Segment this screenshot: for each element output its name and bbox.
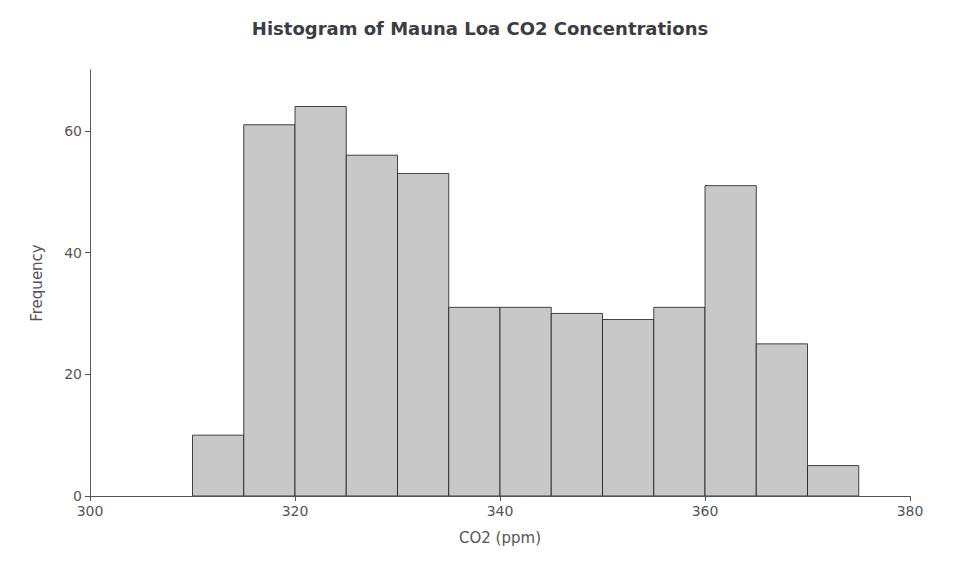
- svg-text:Frequency: Frequency: [28, 244, 46, 322]
- svg-text:380: 380: [897, 503, 924, 519]
- svg-text:340: 340: [487, 503, 514, 519]
- svg-text:Histogram of Mauna Loa CO2 Con: Histogram of Mauna Loa CO2 Concentration…: [252, 18, 708, 39]
- svg-text:60: 60: [64, 123, 82, 139]
- svg-text:300: 300: [77, 503, 104, 519]
- svg-text:CO2 (ppm): CO2 (ppm): [459, 529, 541, 547]
- svg-text:40: 40: [64, 245, 82, 261]
- svg-text:360: 360: [692, 503, 719, 519]
- svg-text:0: 0: [73, 488, 82, 504]
- svg-text:320: 320: [282, 503, 309, 519]
- svg-text:20: 20: [64, 366, 82, 382]
